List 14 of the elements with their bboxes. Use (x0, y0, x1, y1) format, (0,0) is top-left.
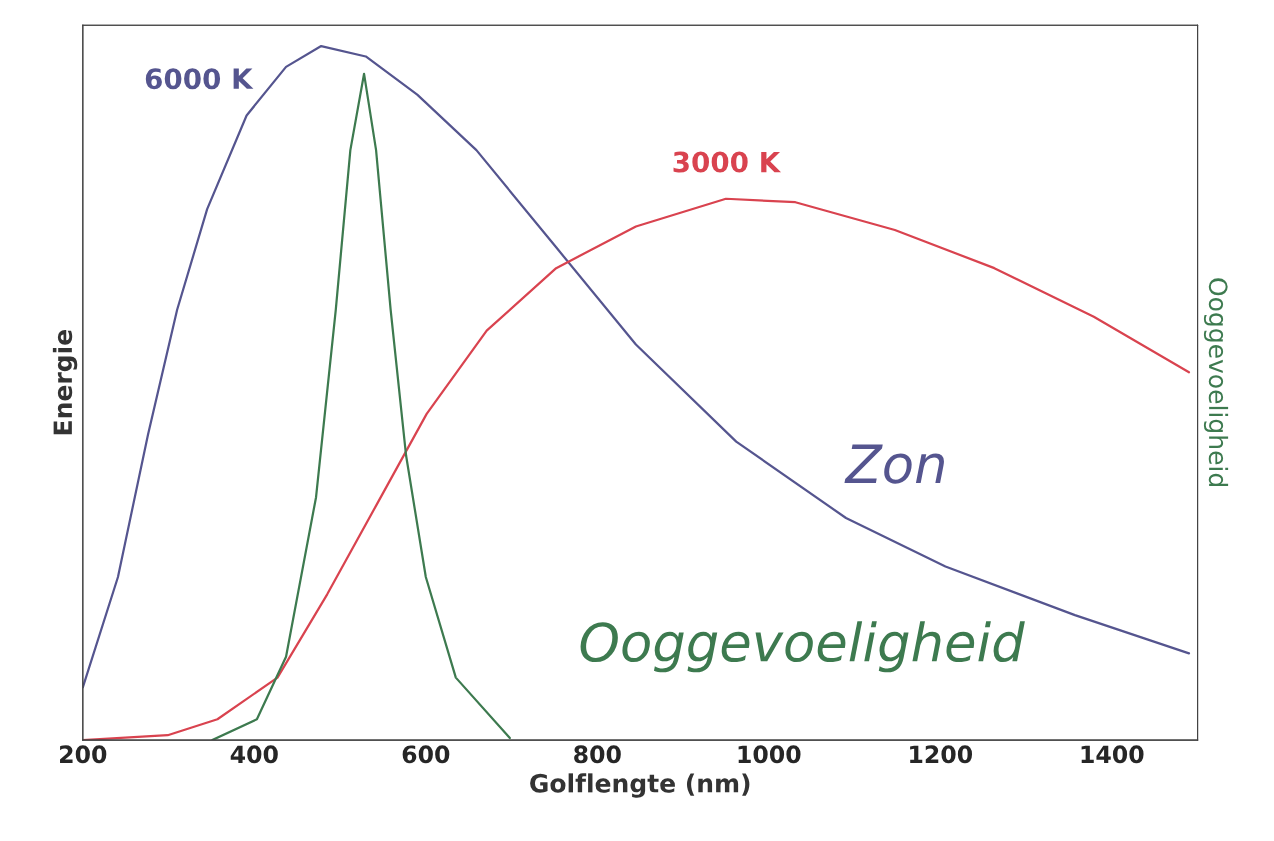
series-label: 6000 K (145, 68, 254, 90)
x-tick-label: 400 (230, 745, 278, 764)
series-label: 3000 K (673, 151, 782, 173)
annotation: Zon (844, 444, 944, 484)
y2-axis-title: Ooggevoeligheid (1203, 278, 1229, 487)
x-tick-label: 1200 (910, 745, 973, 764)
x-tick-label: 800 (574, 745, 621, 764)
x-tick-label: 200 (60, 745, 107, 764)
x-tick-label: 1000 (738, 745, 801, 764)
x-axis-title: Golflengte (nm) (530, 773, 750, 798)
series-label: Ooggevoeligheid (580, 621, 1025, 673)
x-tick-label: 1400 (1081, 745, 1144, 764)
x-tick-label: 600 (402, 745, 450, 764)
y-axis-title: Energie (52, 330, 78, 435)
